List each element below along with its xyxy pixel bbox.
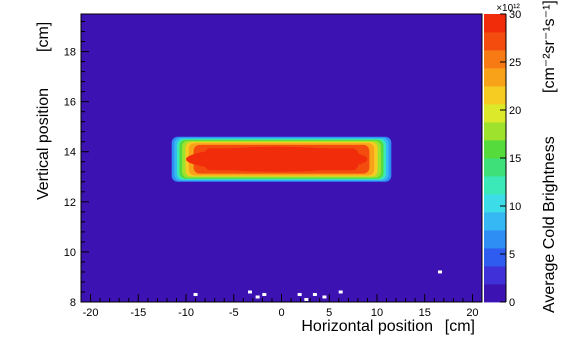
- colorbar-bin: [484, 248, 506, 267]
- colorbar-bin: [484, 14, 506, 33]
- y-tick-label: 8: [70, 297, 76, 309]
- axes: -20 -15 -10 -5 0 5 10 15 20 8 10 12 14 16 18: [64, 13, 483, 319]
- y-tick-label: 18: [64, 47, 76, 59]
- colorbar: 0 5 10 15 20 25 30: [484, 9, 521, 309]
- outlier-cell: [247, 290, 252, 294]
- x-axis-title: Horizontal position: [301, 318, 433, 335]
- colorbar-bin: [484, 212, 506, 231]
- colorbar-bin: [484, 32, 506, 51]
- colorbar-tick-label: 30: [509, 9, 521, 21]
- colorbar-bin: [484, 122, 506, 141]
- colorbar-tick-label: 5: [509, 249, 515, 261]
- x-tick-label: -20: [83, 307, 99, 319]
- axis-labels: Horizontal position [cm] Vertical positi…: [35, 0, 558, 335]
- colorbar-tick-label: 0: [509, 297, 515, 309]
- colorbar-tick-label: 10: [509, 201, 521, 213]
- y-axis-unit: [cm]: [35, 22, 52, 52]
- outlier-cell: [255, 295, 260, 299]
- colorbar-bin: [484, 176, 506, 195]
- x-tick-label: -5: [229, 307, 239, 319]
- outlier-cell: [262, 292, 267, 296]
- colorbar-bin: [484, 230, 506, 249]
- x-tick-label: 10: [371, 307, 383, 319]
- x-tick-label: 15: [419, 307, 431, 319]
- x-tick-label: -10: [178, 307, 194, 319]
- y-axis-title: Vertical position: [35, 88, 52, 200]
- colorbar-tick-label: 25: [509, 57, 521, 69]
- colorbar-bin: [484, 86, 506, 105]
- outlier-cell: [312, 292, 317, 296]
- x-tick-label: 20: [466, 307, 478, 319]
- colorbar-bin: [484, 158, 506, 177]
- colorbar-bin: [484, 68, 506, 87]
- colorbar-title: Average Cold Brightness: [541, 136, 558, 313]
- y-tick-label: 16: [64, 97, 76, 109]
- x-axis-unit: [cm]: [445, 318, 475, 335]
- colorbar-bin: [484, 284, 506, 303]
- colorbar-bin: [484, 104, 506, 123]
- plot-area: [81, 14, 482, 302]
- outlier-cell: [193, 292, 198, 296]
- y-tick-label: 10: [64, 247, 76, 259]
- outlier-cell: [304, 297, 309, 301]
- beam-core: [186, 146, 368, 172]
- colorbar-bin: [484, 194, 506, 213]
- colorbar-multiplier: ×10¹²: [496, 3, 520, 14]
- colorbar-tick-label: 20: [509, 105, 521, 117]
- colorbar-bin: [484, 140, 506, 159]
- colorbar-unit: [cm⁻²sr⁻¹s⁻¹]: [541, 0, 558, 93]
- y-tick-label: 12: [64, 197, 76, 209]
- outlier-cell: [297, 292, 302, 296]
- x-tick-label: 5: [326, 307, 332, 319]
- x-tick-label: -15: [130, 307, 146, 319]
- outlier-cell: [437, 270, 442, 274]
- outlier-cell: [338, 290, 343, 294]
- colorbar-bin: [484, 50, 506, 69]
- x-tick-label: 0: [278, 307, 284, 319]
- colorbar-tick-label: 15: [509, 153, 521, 165]
- colorbar-bin: [484, 266, 506, 285]
- y-tick-label: 14: [64, 147, 76, 159]
- outlier-cell: [322, 295, 327, 299]
